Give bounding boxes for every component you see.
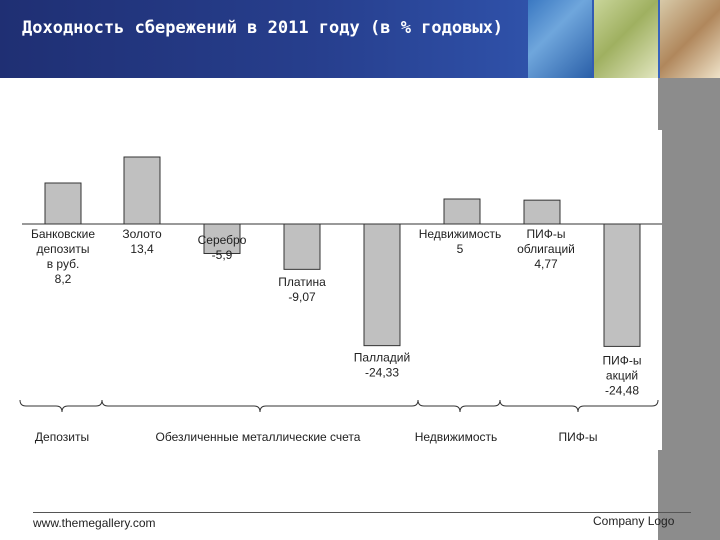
category-label-bond-funds: ПИФ-ы: [527, 227, 566, 241]
value-label-bond-funds: 4,77: [534, 257, 558, 271]
value-label-real-estate: 5: [457, 242, 464, 256]
bar-silver: [203, 223, 241, 254]
header-image-money: [528, 0, 592, 78]
category-label-palladium: Палладий: [354, 351, 410, 365]
category-label-gold: Золото: [122, 227, 162, 241]
footer-divider: [33, 512, 691, 513]
value-label-stock-funds: -24,48: [605, 383, 639, 397]
header-image-pen: [660, 0, 720, 78]
title-banner: Доходность сбережений в 2011 году (в % г…: [0, 0, 720, 78]
bar-platinum: [283, 223, 321, 270]
bar-real-estate: [443, 198, 481, 225]
category-label-bank-deposits: депозиты: [36, 242, 89, 256]
footer-website[interactable]: www.themegallery.com: [33, 516, 156, 530]
side-decoration-bar: [658, 78, 720, 540]
category-label-stock-funds: ПИФ-ы: [603, 353, 642, 367]
category-label-bank-deposits: в руб.: [47, 257, 80, 271]
group-label-deposits: Депозиты: [35, 430, 89, 444]
value-label-platinum: -9,07: [288, 290, 316, 304]
group-brace-metal-accounts: [101, 399, 419, 413]
side-white-panel: [658, 130, 662, 450]
value-label-silver: -5,9: [212, 248, 233, 262]
group-brace-deposits: [19, 399, 103, 413]
group-brace-real-estate: [417, 399, 501, 413]
header-image-coins: [594, 0, 658, 78]
company-logo: Company Logo: [593, 514, 675, 528]
category-label-bank-deposits: Банковские: [31, 227, 95, 241]
value-label-gold: 13,4: [130, 242, 154, 256]
bar-stock-funds: [603, 223, 641, 347]
category-label-bond-funds: облигаций: [517, 242, 575, 256]
bar-palladium: [363, 223, 401, 347]
value-label-palladium: -24,33: [365, 366, 399, 380]
group-label-funds: ПИФ-ы: [559, 430, 598, 444]
group-brace-funds: [499, 399, 659, 413]
category-label-stock-funds: акций: [606, 368, 638, 382]
bar-bank-deposits: [44, 182, 82, 225]
category-label-real-estate: Недвижимость: [419, 227, 502, 241]
group-label-real-estate: Недвижимость: [415, 430, 498, 444]
value-label-bank-deposits: 8,2: [55, 272, 72, 286]
category-label-platinum: Платина: [278, 275, 326, 289]
group-label-metal-accounts: Обезличенные металлические счета: [156, 430, 361, 444]
category-label-silver: Серебро: [198, 233, 247, 247]
page-title: Доходность сбережений в 2011 году (в % г…: [22, 18, 504, 38]
bar-bond-funds: [523, 199, 561, 225]
bar-gold: [123, 156, 161, 225]
